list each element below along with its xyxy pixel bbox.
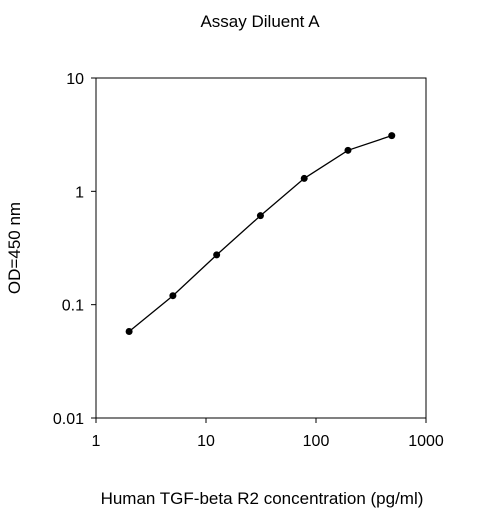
y-axis: 0.01 0.1 1 10 xyxy=(53,71,96,428)
data-point xyxy=(125,327,133,335)
x-tick-label: 1 xyxy=(92,433,101,450)
x-tick-label: 10 xyxy=(197,433,215,450)
y-tick-label: 0.01 xyxy=(53,411,84,428)
data-point xyxy=(213,251,221,259)
data-point xyxy=(300,174,308,182)
x-tick-label: 1000 xyxy=(408,433,444,450)
chart-title: Assay Diluent A xyxy=(200,12,320,31)
x-tick-label: 100 xyxy=(303,433,330,450)
series-line xyxy=(128,134,393,333)
x-axis: 1 10 100 1000 xyxy=(92,418,444,450)
y-tick-label: 1 xyxy=(75,184,84,201)
plot-frame xyxy=(95,77,427,419)
data-point xyxy=(256,212,264,220)
x-axis-label: Human TGF-beta R2 concentration (pg/ml) xyxy=(101,489,424,508)
data-point xyxy=(388,132,396,140)
y-tick-label: 10 xyxy=(66,71,84,88)
series-points xyxy=(125,132,396,335)
y-axis-label: OD=450 nm xyxy=(5,202,24,294)
y-tick-label: 0.1 xyxy=(62,298,84,315)
data-point xyxy=(344,146,352,154)
data-point xyxy=(169,292,177,300)
